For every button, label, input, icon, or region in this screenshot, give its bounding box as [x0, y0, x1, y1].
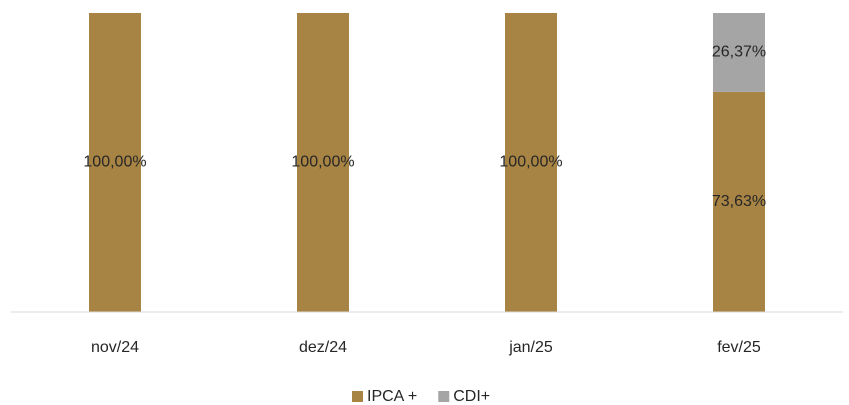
data-label: 100,00%: [83, 154, 146, 171]
legend-label: CDI+: [453, 388, 490, 405]
x-tick-label: fev/25: [717, 339, 761, 356]
bar-segment: [297, 13, 349, 312]
bar-segment: [89, 13, 141, 312]
data-label: 100,00%: [499, 154, 562, 171]
bar-segment: [713, 91, 765, 312]
bar-segment: [713, 13, 765, 92]
x-tick-label: jan/25: [508, 339, 553, 356]
legend-swatch: [352, 391, 363, 402]
data-label: 26,37%: [712, 44, 766, 61]
data-label: 100,00%: [291, 154, 354, 171]
data-label: 73,63%: [712, 193, 766, 210]
x-tick-label: dez/24: [299, 339, 347, 356]
bar-segment: [505, 13, 557, 312]
legend-label: IPCA +: [367, 388, 417, 405]
legend-swatch: [438, 391, 450, 402]
x-tick-label: nov/24: [91, 339, 139, 356]
